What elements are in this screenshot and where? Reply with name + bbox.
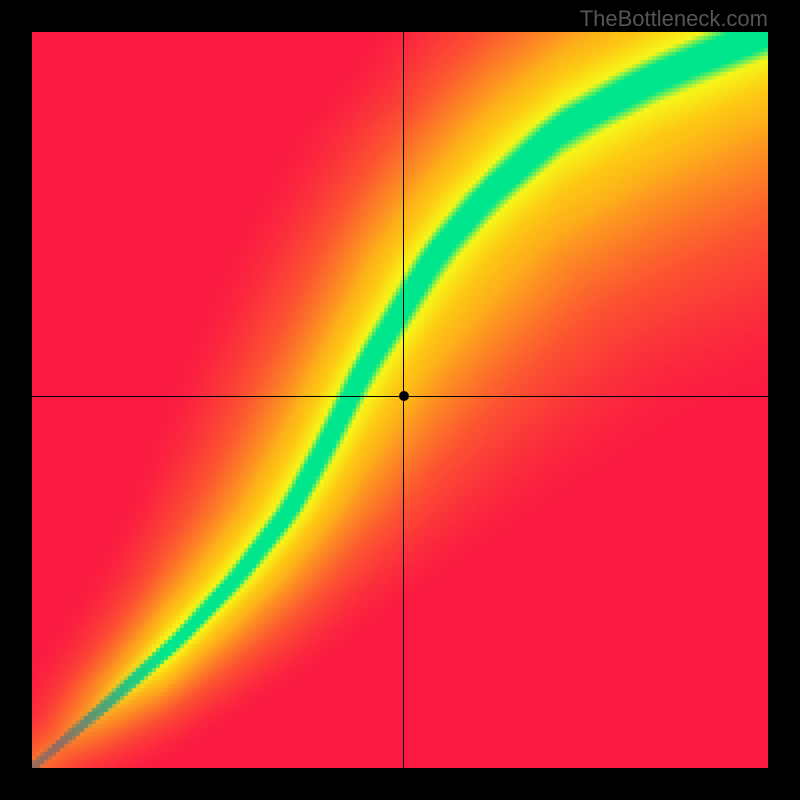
watermark-text: TheBottleneck.com [580, 6, 768, 32]
marker-dot [399, 391, 409, 401]
